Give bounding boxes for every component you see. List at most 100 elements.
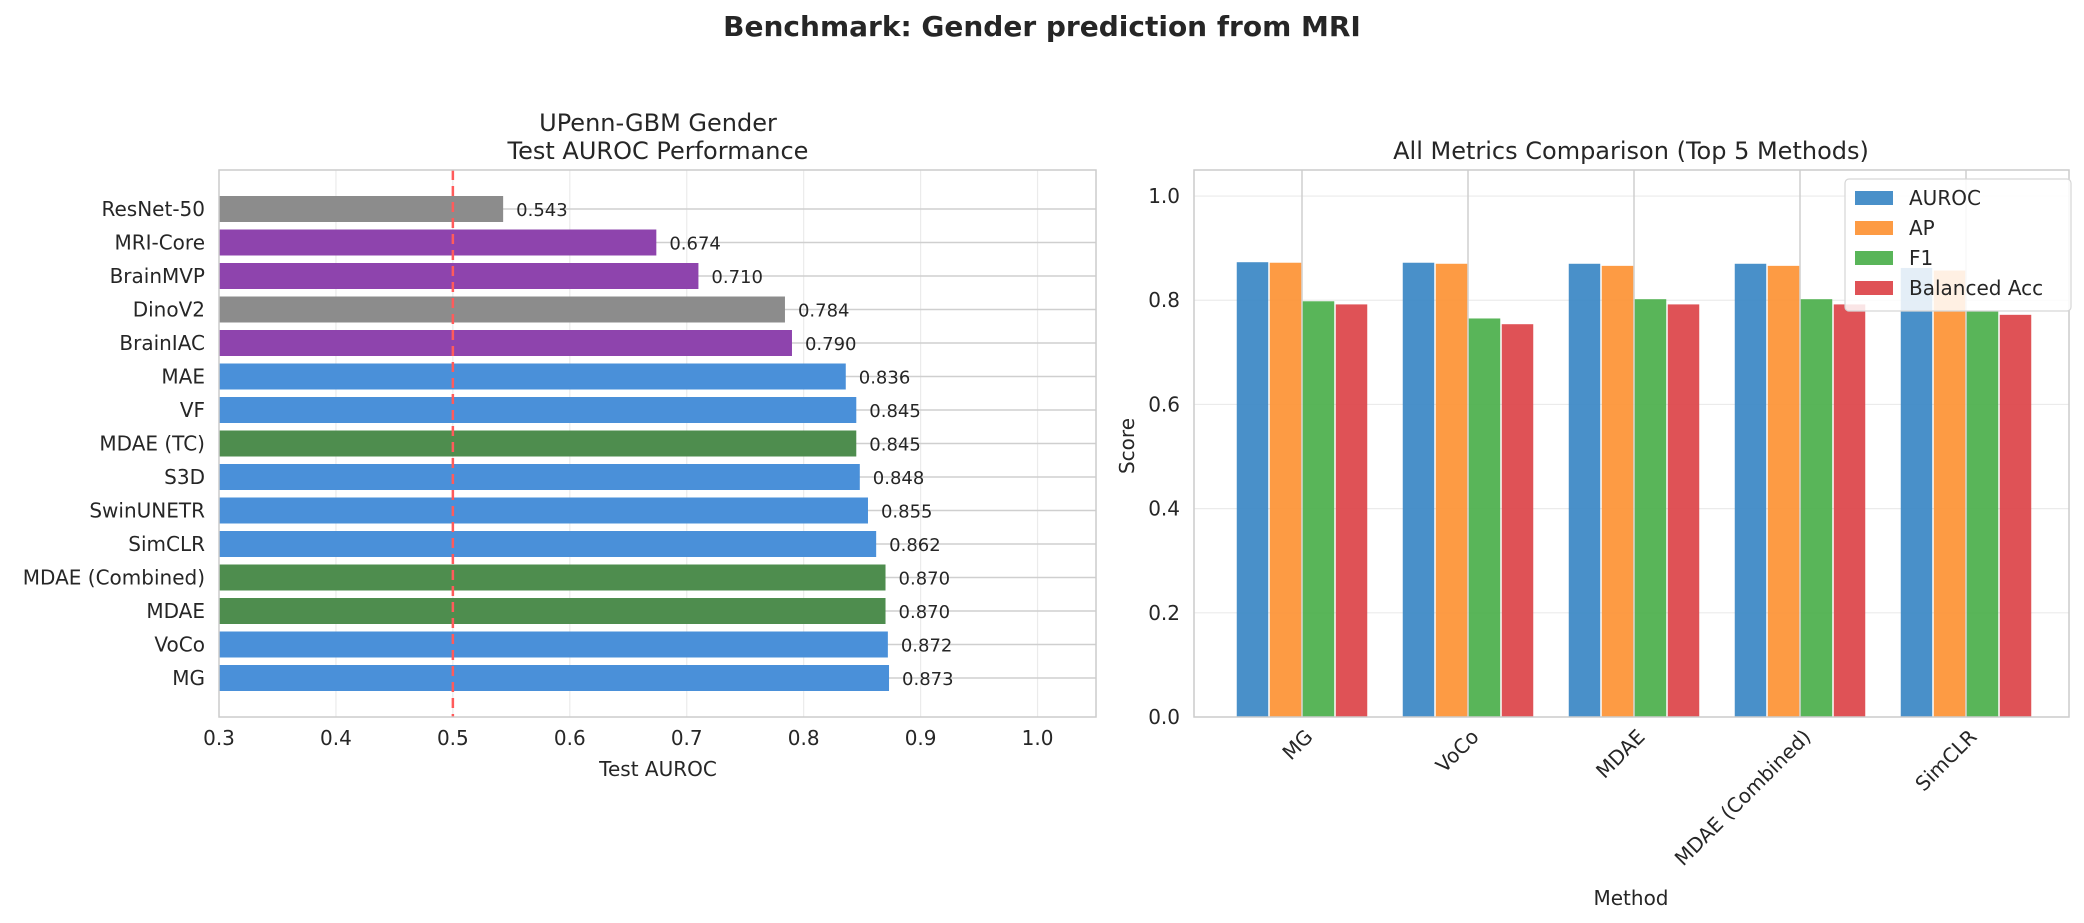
y-tick-label: MG <box>172 666 205 690</box>
x-tick-label: 0.7 <box>671 726 703 750</box>
x-tick-label: VoCo <box>1431 725 1484 778</box>
y-tick-label: VF <box>180 398 205 422</box>
x-tick-label: 0.8 <box>788 726 820 750</box>
value-label: 0.873 <box>902 669 954 690</box>
value-label: 0.845 <box>869 435 921 456</box>
y-tick-label: 1.0 <box>1148 184 1180 208</box>
bar-balanced-acc <box>1999 314 2032 717</box>
bar-ap <box>1601 265 1634 717</box>
right-axes-frame <box>1193 169 2070 718</box>
right-bars <box>1236 262 2032 717</box>
y-tick-label: 0.6 <box>1148 392 1180 416</box>
bar-balanced-acc <box>1501 324 1534 717</box>
value-label: 0.784 <box>798 301 850 322</box>
bar-ap <box>1933 270 1966 717</box>
bar-f1 <box>1634 299 1667 717</box>
bar-dinov2 <box>219 296 785 323</box>
left-x-axis-label: Test AUROC <box>598 757 717 781</box>
left-chart-title-line2: Test AUROC Performance <box>507 137 809 165</box>
bar-balanced-acc <box>1335 304 1368 717</box>
x-tick-label: MG <box>1277 725 1317 765</box>
value-label: 0.872 <box>901 636 953 657</box>
x-tick-label: 0.9 <box>905 726 937 750</box>
bar-balanced-acc <box>1667 304 1700 717</box>
bar-vf <box>219 397 857 423</box>
bar-mdae <box>219 598 886 624</box>
value-label: 0.710 <box>711 267 763 288</box>
legend-label: Balanced Acc <box>1909 276 2043 300</box>
bar-mae <box>219 363 846 390</box>
y-tick-label: 0.0 <box>1148 705 1180 729</box>
legend-label: F1 <box>1909 246 1933 270</box>
value-label: 0.855 <box>881 502 933 523</box>
legend-label: AUROC <box>1909 186 1981 210</box>
bar-f1 <box>1468 318 1501 717</box>
x-tick-label: 0.6 <box>554 726 586 750</box>
y-tick-label: BrainMVP <box>110 264 205 288</box>
bar-ap <box>1767 265 1800 717</box>
value-label: 0.870 <box>899 569 951 590</box>
y-tick-label: 0.2 <box>1148 601 1180 625</box>
bar-balanced-acc <box>1833 304 1866 717</box>
y-tick-label: ResNet-50 <box>102 197 206 221</box>
x-tick-label: SimCLR <box>1910 725 1981 796</box>
bar-auroc <box>1734 263 1767 717</box>
legend-label: AP <box>1909 216 1935 240</box>
left-chart-title-line1: UPenn-GBM Gender <box>539 109 777 137</box>
right-x-tick-labels: MG VoCo MDAE MDAE (Combined) SimCLR <box>1277 725 1981 871</box>
bar-ap <box>1435 263 1468 717</box>
bar-auroc <box>1402 262 1435 717</box>
legend: AUROC AP F1 Balanced Acc <box>1844 178 2072 312</box>
y-tick-label: 0.4 <box>1148 497 1180 521</box>
legend-swatch <box>1855 281 1893 295</box>
x-tick-label: 0.4 <box>320 726 352 750</box>
x-tick-label: 0.5 <box>437 726 469 750</box>
legend-box <box>1844 178 2072 312</box>
right-chart: All Metrics Comparison (Top 5 Methods) 0… <box>1115 137 2072 910</box>
bar-f1 <box>1800 299 1833 717</box>
bar-auroc <box>1900 267 1933 717</box>
bar-resnet-50 <box>219 196 504 222</box>
y-tick-label: MDAE (TC) <box>99 432 205 456</box>
bar-auroc <box>1236 262 1269 717</box>
x-tick-label: 1.0 <box>1022 726 1054 750</box>
bar-auroc <box>1568 263 1601 717</box>
figure-title: Benchmark: Gender prediction from MRI <box>723 10 1361 43</box>
y-tick-label: MDAE <box>146 599 205 623</box>
bar-voco <box>219 631 888 658</box>
left-x-tick-labels: 0.3 0.4 0.5 0.6 0.7 0.8 0.9 1.0 <box>203 726 1053 750</box>
y-tick-label: MDAE (Combined) <box>23 566 205 590</box>
left-bars <box>219 196 890 691</box>
legend-swatch <box>1855 251 1893 265</box>
bar-mdae-combined- <box>219 564 886 591</box>
bar-f1 <box>1966 310 1999 717</box>
x-tick-label: MDAE (Combined) <box>1670 725 1816 871</box>
bar-swinunetr <box>219 497 868 524</box>
y-tick-label: DinoV2 <box>133 298 205 322</box>
bar-brainiac <box>219 330 792 356</box>
left-chart: UPenn-GBM Gender Test AUROC Performance … <box>23 109 1097 781</box>
left-axes-frame <box>218 169 1097 718</box>
legend-swatch <box>1855 191 1893 205</box>
y-tick-label: SwinUNETR <box>89 499 205 523</box>
right-y-axis-label: Score <box>1115 418 1139 474</box>
value-label: 0.845 <box>869 401 921 422</box>
right-y-tick-labels: 0.0 0.2 0.4 0.6 0.8 1.0 <box>1148 184 1180 729</box>
y-tick-label: 0.8 <box>1148 288 1180 312</box>
bar-mri-core <box>219 229 657 256</box>
y-tick-label: SimCLR <box>128 532 205 556</box>
y-tick-label: VoCo <box>154 633 205 657</box>
left-value-labels: 0.873 0.872 0.870 0.870 0.862 0.855 0.848 0.845… <box>516 200 953 690</box>
bar-simclr <box>219 531 877 557</box>
value-label: 0.848 <box>873 468 925 489</box>
value-label: 0.674 <box>669 234 721 255</box>
x-tick-label: MDAE <box>1591 725 1649 783</box>
value-label: 0.543 <box>516 200 568 221</box>
x-tick-label: 0.3 <box>203 726 235 750</box>
value-label: 0.836 <box>859 368 911 389</box>
value-label: 0.862 <box>889 535 941 556</box>
bar-s3d <box>219 464 860 490</box>
y-tick-label: MRI-Core <box>114 231 205 255</box>
bar-f1 <box>1302 301 1335 717</box>
